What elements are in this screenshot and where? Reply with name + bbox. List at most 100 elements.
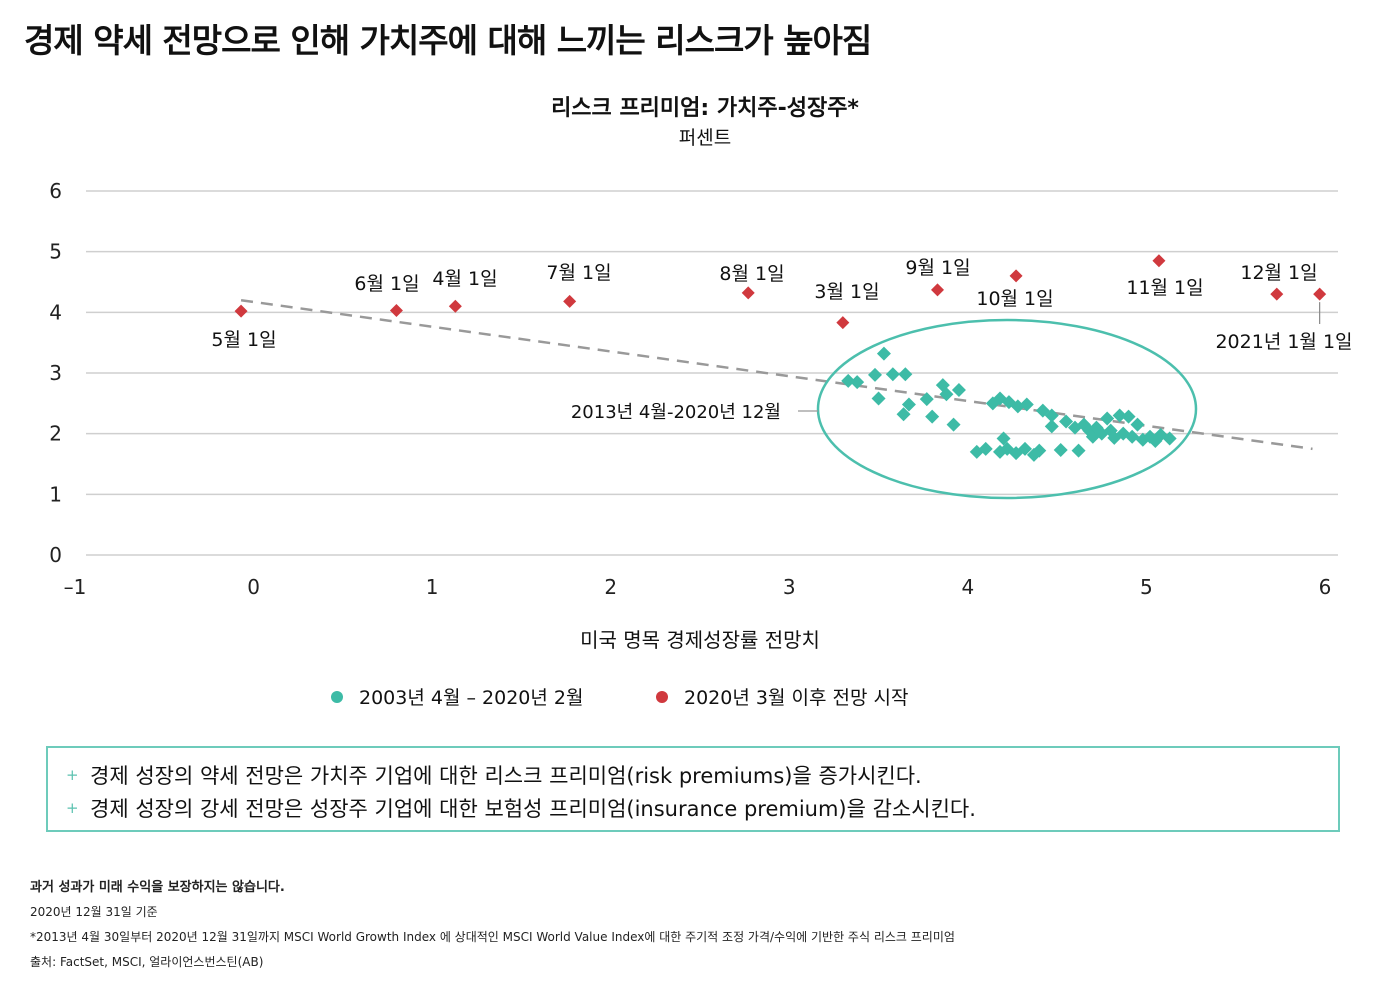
trendline-path: [240, 298, 1313, 451]
recent-series: [234, 254, 1327, 330]
data-point-historical: [1130, 417, 1145, 432]
x-axis-ticks: –1 0 1 2 3 4 5 6: [64, 575, 1332, 599]
plus-icon: +: [66, 799, 79, 817]
data-label: 3월 1일: [814, 281, 879, 303]
data-point-historical: [898, 367, 913, 382]
y-tick-label: 6: [49, 179, 62, 203]
data-point-recent: [836, 316, 850, 330]
y-tick-label: 4: [49, 300, 62, 324]
legend-item-recent: 2020년 3월 이후 전망 시작: [656, 683, 908, 710]
data-point-historical: [850, 375, 865, 390]
disclaimer: 과거 성과가 미래 수익을 보장하지는 않습니다.: [30, 880, 285, 895]
x-tick-label: 5: [1140, 575, 1153, 599]
gridlines: [86, 190, 1338, 556]
as-of-date: 2020년 12월 31일 기준: [30, 905, 158, 919]
y-tick-label: 2: [49, 422, 62, 446]
data-point-recent: [741, 286, 755, 300]
legend-label-recent: 2020년 3월 이후 전망 시작: [684, 687, 909, 709]
data-point-recent: [448, 299, 462, 313]
x-axis-label: 미국 명목 경제성장률 전망치: [580, 628, 820, 652]
x-tick-label: 6: [1319, 575, 1332, 599]
data-point-historical: [885, 367, 900, 382]
x-tick-label: 3: [783, 575, 796, 599]
data-point-historical: [1018, 441, 1032, 456]
point-labels: 5월 1일 6월 1일 4월 1일 7월 1일 8월 1일 3월 1일 9월 1일 10월 1…: [211, 257, 1352, 353]
red-dot-icon: [656, 690, 668, 703]
chart-subtitle: 퍼센트: [678, 127, 732, 149]
data-point-historical: [1044, 408, 1059, 423]
data-label: 9월 1일: [905, 257, 970, 279]
y-tick-label: 0: [49, 543, 62, 567]
legend-item-historical: 2003년 4월 – 2020년 2월: [331, 683, 583, 710]
data-point-historical: [871, 391, 886, 406]
data-label: 6월 1일: [354, 273, 419, 295]
data-label: 10월 1일: [976, 288, 1053, 310]
data-label: 11월 1일: [1126, 277, 1203, 299]
data-point-historical: [868, 367, 882, 382]
data-point-historical: [946, 417, 961, 432]
ellipse-label: 2013년 4월-2020년 12월: [571, 402, 781, 423]
data-point-historical: [978, 441, 993, 456]
data-point-historical: [1162, 431, 1177, 446]
data-label: 2021년 1월 1일: [1215, 331, 1352, 353]
data-label: 7월 1일: [546, 262, 611, 284]
data-point-recent: [234, 304, 248, 318]
y-tick-label: 1: [49, 482, 62, 506]
key-takeaways-box: + 경제 성장의 약세 전망은 가치주 기업에 대한 리스크 프리미엄(risk…: [46, 746, 1340, 832]
data-point-historical: [1044, 419, 1059, 434]
ellipse-outline: [816, 318, 1198, 500]
data-point-recent: [1152, 254, 1166, 268]
data-label: 12월 1일: [1240, 262, 1317, 284]
data-point-historical: [1100, 411, 1115, 426]
data-point-recent: [563, 294, 577, 308]
x-tick-label: 0: [247, 575, 260, 599]
data-point-recent: [1009, 269, 1023, 283]
data-point-historical: [1121, 409, 1136, 424]
data-point-recent: [931, 283, 944, 297]
data-point-historical: [1032, 443, 1047, 458]
data-point-historical: [1071, 443, 1086, 458]
x-tick-label: 1: [426, 575, 439, 599]
teal-dot-icon: [331, 690, 343, 703]
data-point-recent: [1313, 287, 1327, 301]
data-point-historical: [1125, 429, 1140, 444]
y-axis-ticks: 0 1 2 3 4 5 6: [49, 179, 62, 567]
source-note: 출처: FactSet, MSCI, 얼라이언스번스틴(AB): [30, 955, 264, 969]
data-point-historical: [896, 407, 911, 422]
plus-icon: +: [66, 766, 79, 784]
methodology-note: *2013년 4월 30일부터 2020년 12월 31일까지 MSCI Wor…: [30, 930, 955, 944]
data-point-recent: [1270, 287, 1284, 301]
legend: 2003년 4월 – 2020년 2월 2020년 3월 이후 전망 시작: [0, 683, 1380, 711]
data-point-historical: [1053, 443, 1068, 458]
data-point-recent: [389, 304, 403, 318]
takeaway-text: 경제 성장의 약세 전망은 가치주 기업에 대한 리스크 프리미엄(risk p…: [90, 764, 922, 788]
y-tick-label: 3: [49, 361, 62, 385]
x-tick-label: –1: [64, 575, 87, 599]
legend-label-historical: 2003년 4월 – 2020년 2월: [359, 687, 584, 709]
headline: 경제 약세 전망으로 인해 가치주에 대해 느끼는 리스크가 높아짐: [24, 21, 872, 60]
trendline: [240, 298, 1313, 451]
data-point-historical: [1112, 408, 1127, 423]
takeaway-text: 경제 성장의 강세 전망은 성장주 기업에 대한 보험성 프리미엄(insura…: [90, 797, 976, 821]
data-point-historical: [1010, 399, 1025, 414]
data-point-historical: [901, 397, 916, 412]
x-tick-label: 4: [961, 575, 974, 599]
data-point-historical: [1059, 414, 1074, 429]
x-tick-label: 2: [604, 575, 617, 599]
chart-title: 리스크 프리미엄: 가치주-성장주*: [551, 96, 859, 121]
data-label: 8월 1일: [719, 263, 784, 285]
data-point-historical: [1019, 397, 1034, 412]
data-point-historical: [939, 387, 954, 402]
data-point-historical: [951, 382, 966, 397]
y-tick-label: 5: [49, 240, 62, 264]
takeaway-item: + 경제 성장의 약세 전망은 가치주 기업에 대한 리스크 프리미엄(risk…: [66, 760, 922, 790]
data-point-historical: [876, 346, 891, 361]
data-point-historical: [925, 409, 940, 424]
data-label: 5월 1일: [211, 329, 276, 351]
period-ellipse: 2013년 4월-2020년 12월: [571, 318, 1198, 500]
historical-series: [841, 346, 1177, 462]
data-point-historical: [919, 392, 934, 407]
takeaway-item: + 경제 성장의 강세 전망은 성장주 기업에 대한 보험성 프리미엄(insu…: [66, 793, 976, 823]
data-label: 4월 1일: [432, 268, 497, 290]
